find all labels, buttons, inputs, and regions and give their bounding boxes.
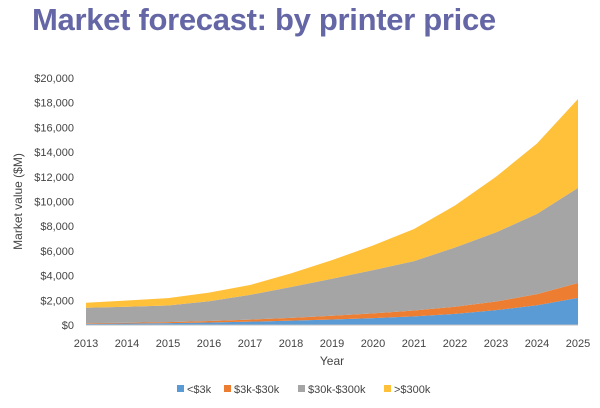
area-series-3 bbox=[86, 99, 578, 308]
legend-label: $3k-$30k bbox=[234, 384, 280, 396]
y-tick-label: $0 bbox=[62, 320, 74, 332]
legend-swatch bbox=[177, 385, 184, 392]
x-tick-label: 2022 bbox=[443, 338, 467, 350]
legend-swatch bbox=[384, 385, 391, 392]
area-series-1 bbox=[86, 283, 578, 324]
legend-swatch bbox=[224, 385, 231, 392]
x-tick-label: 2013 bbox=[74, 338, 98, 350]
area-series-2 bbox=[86, 187, 578, 324]
x-tick-label: 2023 bbox=[484, 338, 508, 350]
y-tick-label: $14,000 bbox=[34, 147, 74, 159]
y-tick-label: $20,000 bbox=[34, 73, 74, 85]
legend-label: <$3k bbox=[187, 384, 212, 396]
y-tick-label: $12,000 bbox=[34, 172, 74, 184]
legend: <$3k $3k-$30k $30k-$300k >$300k bbox=[177, 384, 431, 396]
x-tick-label: 2016 bbox=[197, 338, 221, 350]
slide-title: Market forecast: by printer price bbox=[32, 2, 496, 37]
x-tick-label: 2015 bbox=[156, 338, 180, 350]
y-tick-label: $2,000 bbox=[40, 295, 74, 307]
x-tick-label: 2014 bbox=[115, 338, 139, 350]
y-tick-label: $4,000 bbox=[40, 271, 74, 283]
y-tick-label: $18,000 bbox=[34, 98, 74, 110]
y-tick-label: $6,000 bbox=[40, 246, 74, 258]
legend-label: >$300k bbox=[394, 384, 431, 396]
x-axis-ticks: 2013 2014 2015 2016 2017 2018 2019 2020 2021 2022… bbox=[74, 338, 590, 350]
y-axis-title: Market value ($M) bbox=[11, 153, 25, 250]
x-tick-label: 2017 bbox=[238, 338, 262, 350]
y-tick-label: $16,000 bbox=[34, 122, 74, 134]
y-tick-label: $8,000 bbox=[40, 221, 74, 233]
x-tick-label: 2024 bbox=[525, 338, 549, 350]
x-tick-label: 2019 bbox=[320, 338, 344, 350]
x-axis-title: Year bbox=[320, 354, 344, 368]
x-tick-label: 2018 bbox=[279, 338, 303, 350]
x-tick-label: 2021 bbox=[402, 338, 426, 350]
y-axis-ticks: $0 $2,000 $4,000 $6,000 $8,000 $10,000 $12,000… bbox=[34, 73, 74, 332]
area-series-group bbox=[86, 99, 578, 325]
legend-swatch bbox=[298, 385, 305, 392]
y-tick-label: $10,000 bbox=[34, 197, 74, 209]
legend-label: $30k-$300k bbox=[308, 384, 366, 396]
x-tick-label: 2020 bbox=[361, 338, 385, 350]
x-tick-label: 2025 bbox=[566, 338, 590, 350]
area-series-0 bbox=[86, 297, 578, 325]
